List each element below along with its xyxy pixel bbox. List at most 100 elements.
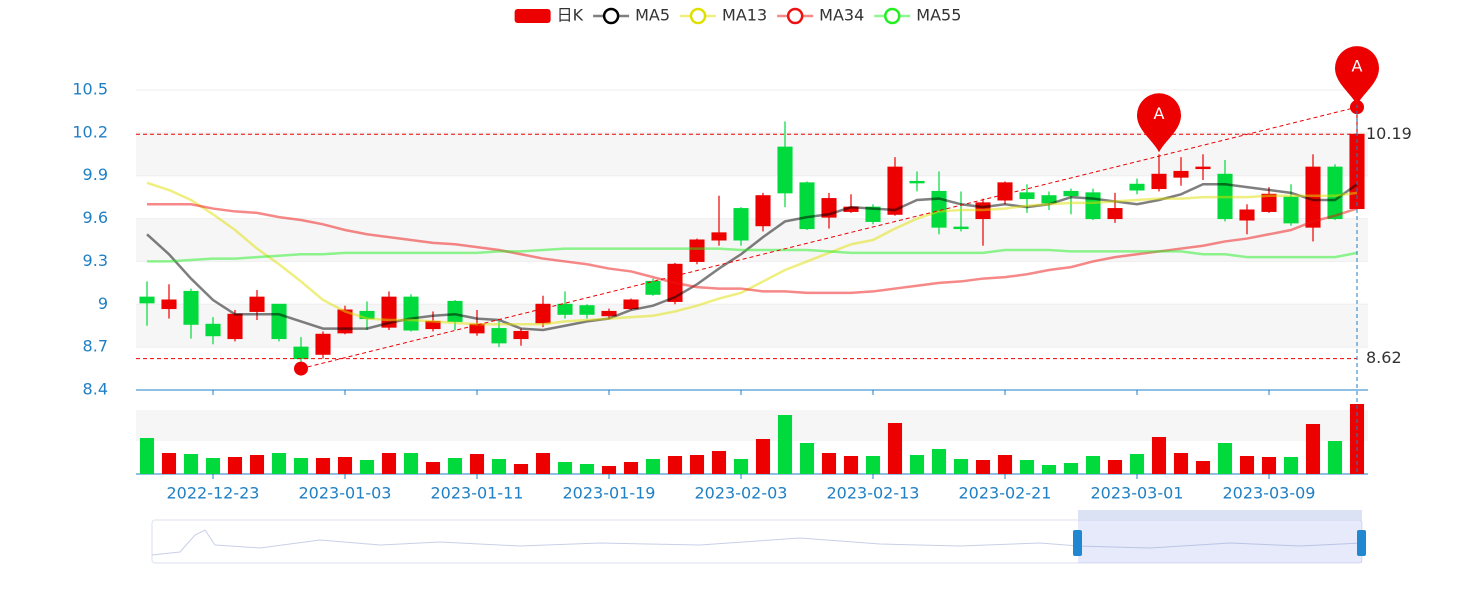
legend-label[interactable]: MA13 (722, 6, 767, 25)
volume-bar (601, 466, 617, 474)
candle-body (887, 166, 903, 215)
volume-bar (1107, 460, 1123, 474)
zoom-handle[interactable] (1357, 530, 1366, 556)
candle-body (491, 328, 507, 344)
candle-body (337, 309, 353, 334)
legend-icon (602, 7, 620, 25)
x-tick-label: 2023-01-19 (563, 484, 656, 503)
volume-bar (1195, 461, 1211, 474)
legend: 日K MA5 MA13 MA34 MA55 (514, 6, 961, 25)
zoom-move-bar[interactable] (1078, 510, 1362, 520)
y-tick-label: 9.9 (83, 165, 108, 184)
candle-body (1195, 166, 1211, 170)
mark-line-label: 10.19 (1366, 124, 1412, 143)
volume-bar (1019, 460, 1035, 474)
ma-line (146, 181, 1358, 326)
legend-icon (514, 9, 551, 23)
volume-bar (1041, 465, 1057, 474)
mark-point (1137, 93, 1181, 153)
mark-point (1335, 46, 1379, 106)
candle-body (623, 299, 639, 310)
volume-bar (227, 457, 243, 474)
candle-body (909, 180, 925, 184)
x-tick-label: 2023-02-03 (695, 484, 788, 503)
candle-body (931, 190, 947, 228)
candle-body (799, 182, 815, 230)
candle-body (469, 323, 485, 334)
x-tick-label: 2023-02-13 (827, 484, 920, 503)
volume-bar (469, 454, 485, 474)
volume-bar (1239, 456, 1255, 474)
candle-body (1327, 166, 1343, 220)
volume-bar (315, 458, 331, 474)
volume-bar (535, 453, 551, 474)
trend-point (294, 361, 308, 376)
candle-body (1129, 183, 1145, 191)
candle-body (601, 310, 617, 317)
volume-bar (777, 415, 793, 474)
split-area (136, 132, 1368, 176)
x-tick-label: 2023-01-03 (299, 484, 392, 503)
candle-body (1151, 173, 1167, 190)
legend-icon (786, 7, 804, 25)
candle-body (183, 290, 199, 325)
volume-bar (997, 455, 1013, 474)
mark-point-label: A (1154, 104, 1165, 123)
volume-bar (689, 455, 705, 474)
x-tick-label: 2023-03-09 (1223, 484, 1316, 503)
y-tick-label: 10.2 (72, 122, 108, 141)
candle-body (1283, 196, 1299, 224)
mark-point-label: A (1352, 57, 1363, 76)
candle-body (1019, 192, 1035, 200)
y-tick-label: 8.4 (83, 380, 108, 399)
candle-body (1261, 193, 1277, 212)
candle-body (249, 296, 265, 312)
candle-body (645, 280, 661, 295)
mark-line-label: 8.62 (1366, 348, 1402, 367)
candle-body (403, 296, 419, 331)
volume-bar (1283, 457, 1299, 474)
volume-bar (1063, 463, 1079, 474)
candle-body (1239, 209, 1255, 221)
candle-body (865, 206, 881, 222)
legend-icon (689, 7, 707, 25)
x-tick-label: 2023-02-21 (959, 484, 1052, 503)
candle-body (777, 146, 793, 194)
volume-bar (623, 462, 639, 474)
volume-bar (821, 453, 837, 474)
candle-body (557, 303, 573, 315)
trend-line (300, 106, 1358, 370)
x-tick-label: 2022-12-23 (167, 484, 260, 503)
legend-label[interactable]: MA55 (916, 6, 961, 25)
candle-body (1041, 195, 1057, 204)
zoom-window[interactable] (1078, 520, 1362, 563)
ma-line (146, 183, 1358, 332)
volume-bar (579, 464, 595, 474)
volume-bar (667, 456, 683, 474)
legend-label[interactable]: MA5 (635, 6, 670, 25)
zoom-handle[interactable] (1073, 530, 1082, 556)
candle-body (535, 303, 551, 324)
candle-body (447, 300, 463, 322)
legend-label[interactable]: 日K (557, 6, 584, 25)
volume-bar (249, 455, 265, 474)
volume-bar (491, 459, 507, 474)
candle-body (161, 299, 177, 310)
volume-bar (337, 457, 353, 474)
volume-bar (293, 458, 309, 474)
data-zoom[interactable] (151, 510, 1366, 564)
volume-bar (183, 454, 199, 474)
candle-body (711, 232, 727, 241)
y-tick-label: 8.7 (83, 337, 108, 356)
volume-bar (1217, 443, 1233, 474)
volume-bar (1327, 441, 1343, 474)
candle-body (1063, 190, 1079, 197)
y-tick-label: 10.5 (72, 80, 108, 99)
volume-bar (403, 453, 419, 474)
volume-bar (799, 443, 815, 474)
volume-bar (513, 464, 529, 474)
volume-bar (733, 459, 749, 474)
candle-body (227, 313, 243, 340)
candle-body (315, 333, 331, 355)
legend-label[interactable]: MA34 (819, 6, 864, 25)
